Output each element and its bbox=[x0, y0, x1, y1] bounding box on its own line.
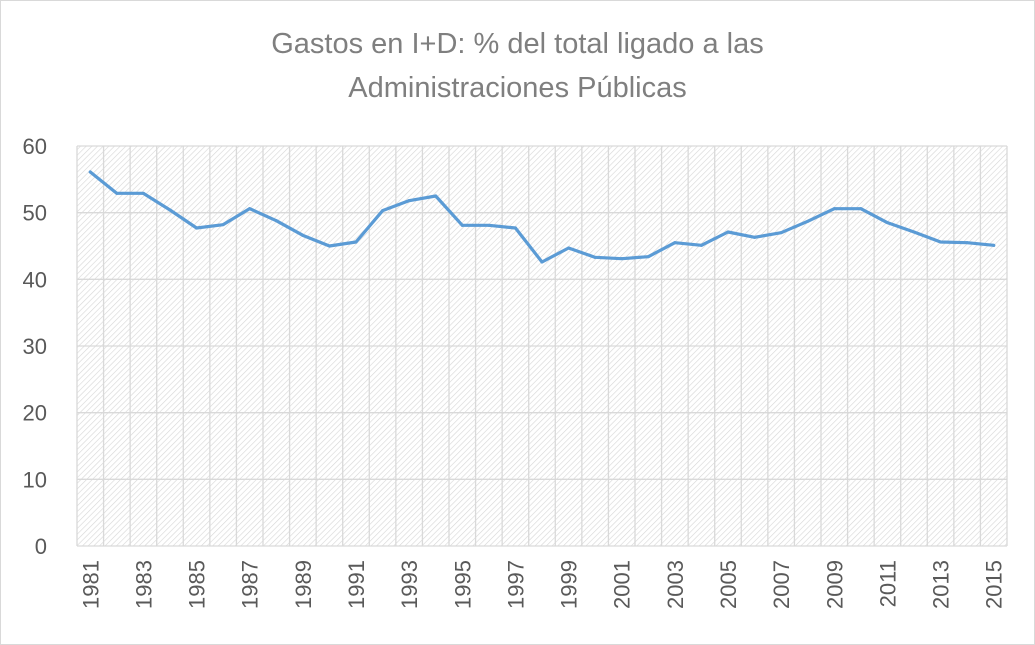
data-point bbox=[487, 223, 491, 227]
data-point bbox=[593, 255, 597, 259]
x-tick-label: 2013 bbox=[929, 560, 954, 609]
data-point bbox=[248, 207, 252, 211]
data-point bbox=[885, 221, 889, 225]
y-tick-label: 0 bbox=[35, 534, 47, 559]
chart-title-line-2: Administraciones Públicas bbox=[348, 72, 687, 104]
data-point bbox=[779, 231, 783, 235]
data-point bbox=[992, 243, 996, 247]
data-point bbox=[434, 194, 438, 198]
data-point bbox=[806, 219, 810, 223]
x-tick-label: 2003 bbox=[663, 560, 688, 609]
chart-title-line-1: Gastos en I+D: % del total ligado a las bbox=[271, 28, 764, 60]
x-tick-label: 1985 bbox=[185, 560, 210, 609]
x-tick-label: 1987 bbox=[238, 560, 263, 609]
data-point bbox=[168, 208, 172, 212]
data-point bbox=[327, 244, 331, 248]
y-tick-label: 10 bbox=[23, 467, 47, 492]
x-tick-label: 2001 bbox=[610, 560, 635, 609]
data-point bbox=[354, 240, 358, 244]
data-point bbox=[221, 223, 225, 227]
x-tick-label: 1997 bbox=[503, 560, 528, 609]
x-tick-label: 1993 bbox=[397, 560, 422, 609]
x-tick-label: 2011 bbox=[875, 560, 900, 607]
data-point bbox=[88, 170, 92, 174]
data-point bbox=[540, 260, 544, 264]
x-tick-label: 2009 bbox=[822, 560, 847, 609]
y-axis: 0 10 20 30 40 50 60 bbox=[23, 134, 47, 559]
data-point bbox=[753, 235, 757, 239]
data-point bbox=[726, 230, 730, 234]
y-tick-label: 40 bbox=[23, 267, 47, 292]
data-point bbox=[912, 230, 916, 234]
data-point bbox=[939, 240, 943, 244]
x-tick-label: 2007 bbox=[769, 560, 794, 609]
data-point bbox=[567, 246, 571, 250]
data-point bbox=[646, 255, 650, 259]
data-point bbox=[195, 226, 199, 230]
x-tick-label: 1999 bbox=[557, 560, 582, 609]
data-point bbox=[381, 209, 385, 213]
data-point bbox=[407, 199, 411, 203]
data-point bbox=[460, 223, 464, 227]
data-point bbox=[965, 241, 969, 245]
x-tick-label: 1981 bbox=[78, 560, 103, 609]
x-tick-label: 1983 bbox=[131, 560, 156, 609]
chart-title: Gastos en I+D: % del total ligado a las … bbox=[0, 22, 1035, 110]
data-point bbox=[859, 207, 863, 211]
data-point bbox=[115, 191, 119, 195]
y-tick-label: 20 bbox=[23, 401, 47, 426]
x-tick-label: 1995 bbox=[450, 560, 475, 609]
data-point bbox=[832, 207, 836, 211]
data-point bbox=[620, 257, 624, 261]
x-axis: 1981 1983 1985 1987 1989 1991 1993 1995 1997 1999… bbox=[78, 560, 1006, 609]
x-tick-label: 1989 bbox=[291, 560, 316, 609]
y-tick-label: 30 bbox=[23, 334, 47, 359]
data-point bbox=[274, 219, 278, 223]
x-tick-label: 2015 bbox=[982, 560, 1007, 609]
series-group bbox=[88, 170, 996, 264]
data-point bbox=[699, 243, 703, 247]
y-tick-label: 50 bbox=[23, 201, 47, 226]
data-point bbox=[301, 233, 305, 237]
x-tick-label: 1991 bbox=[344, 560, 369, 609]
x-tick-label: 2005 bbox=[716, 560, 741, 609]
data-point bbox=[513, 226, 517, 230]
data-point bbox=[673, 241, 677, 245]
y-tick-label: 60 bbox=[23, 134, 47, 159]
data-point bbox=[141, 191, 145, 195]
